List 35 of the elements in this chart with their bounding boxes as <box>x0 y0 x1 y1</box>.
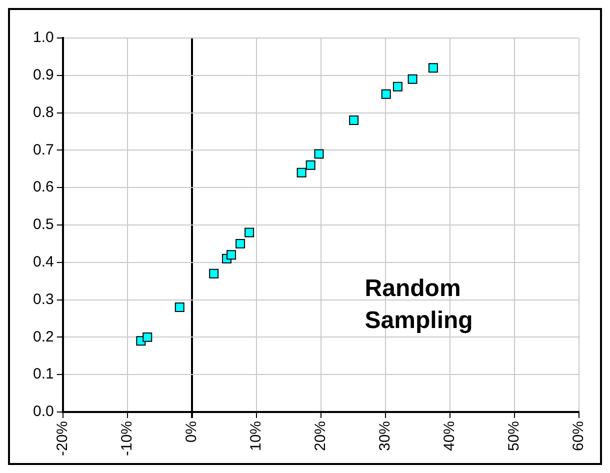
point <box>226 250 236 260</box>
x-tick-label: 10% <box>248 420 265 452</box>
y-tick-label: 1.0 <box>32 29 54 46</box>
x-tick-label: -20% <box>54 420 71 456</box>
point <box>174 302 184 312</box>
y-tick-label: 0.2 <box>32 328 54 346</box>
y-tick-label: 0.7 <box>32 141 54 158</box>
x-tick-label: 50% <box>506 420 523 452</box>
x-tick-label: 0% <box>183 420 200 443</box>
x-tick-label: 20% <box>312 420 330 452</box>
point <box>296 168 306 178</box>
y-tick-label: 0.3 <box>32 290 54 308</box>
point <box>381 89 391 99</box>
point <box>142 332 152 342</box>
y-tick-label: 0.4 <box>32 254 54 271</box>
x-tick-label: 60% <box>570 420 588 452</box>
point <box>314 149 324 159</box>
annotation: Random Sampling <box>364 274 473 334</box>
point <box>244 228 254 238</box>
point <box>209 268 219 278</box>
point <box>408 74 418 84</box>
x-tick-label: 40% <box>441 420 458 452</box>
point <box>349 116 359 126</box>
y-tick-label: 0.0 <box>32 403 54 420</box>
y-tick-label: 0.9 <box>32 66 54 84</box>
y-tick-label: 0.8 <box>32 104 54 121</box>
y-tick-label: 0.6 <box>32 178 54 196</box>
point <box>306 160 316 170</box>
y-tick-label: 0.5 <box>32 216 54 234</box>
point <box>428 63 438 73</box>
point <box>392 82 402 92</box>
x-tick-label: 30% <box>376 420 394 452</box>
point <box>236 238 246 248</box>
x-tick-label: -10% <box>118 420 136 456</box>
y-tick-label: 0.1 <box>32 366 54 383</box>
